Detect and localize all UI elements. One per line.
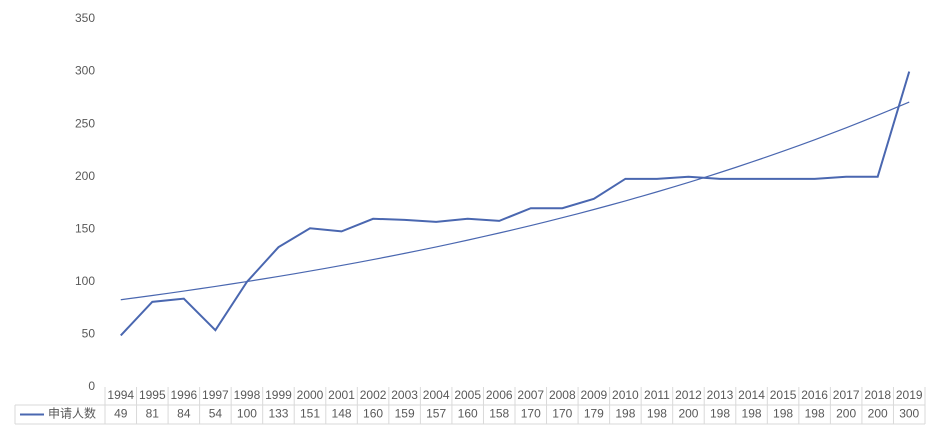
x-tick-label: 2009	[580, 388, 607, 402]
table-value: 198	[805, 407, 825, 421]
table-value: 158	[489, 407, 509, 421]
y-tick-label: 50	[82, 327, 96, 341]
x-tick-label: 2008	[549, 388, 576, 402]
x-tick-label: 2003	[391, 388, 418, 402]
x-tick-label: 2015	[770, 388, 797, 402]
table-value: 200	[868, 407, 888, 421]
table-value: 159	[395, 407, 415, 421]
table-value: 198	[742, 407, 762, 421]
x-tick-label: 2001	[328, 388, 355, 402]
table-value: 133	[268, 407, 288, 421]
x-tick-label: 2007	[517, 388, 544, 402]
table-value: 157	[426, 407, 446, 421]
x-tick-label: 1996	[170, 388, 197, 402]
table-value: 160	[458, 407, 478, 421]
x-tick-label: 1997	[202, 388, 229, 402]
x-tick-label: 2000	[297, 388, 324, 402]
table-value: 81	[146, 407, 160, 421]
y-tick-label: 150	[75, 221, 95, 235]
table-value: 179	[584, 407, 604, 421]
line	[120, 71, 911, 337]
x-tick-label: 2017	[833, 388, 860, 402]
table-value: 198	[615, 407, 635, 421]
trendline	[120, 101, 910, 301]
x-tick-label: 2005	[454, 388, 481, 402]
y-tick-label: 100	[75, 274, 95, 288]
x-tick-label: 2010	[612, 388, 639, 402]
table-value: 170	[552, 407, 572, 421]
y-tick-label: 300	[75, 64, 95, 78]
x-tick-label: 2014	[738, 388, 765, 402]
table-value: 198	[647, 407, 667, 421]
x-tick-label: 1999	[265, 388, 292, 402]
y-tick-label: 200	[75, 169, 95, 183]
x-tick-label: 2016	[801, 388, 828, 402]
x-tick-label: 2012	[675, 388, 702, 402]
x-tick-label: 1998	[234, 388, 261, 402]
x-tick-label: 1994	[107, 388, 134, 402]
table-value: 151	[300, 407, 320, 421]
table-value: 300	[899, 407, 919, 421]
y-tick-label: 0	[88, 379, 95, 393]
y-tick-label: 250	[75, 116, 95, 130]
x-tick-label: 2013	[707, 388, 734, 402]
table-value: 170	[521, 407, 541, 421]
table-value: 54	[209, 407, 223, 421]
x-tick-label: 2019	[896, 388, 923, 402]
table-value: 84	[177, 407, 191, 421]
y-tick-label: 350	[75, 11, 95, 25]
table-value: 148	[332, 407, 352, 421]
table-value: 198	[710, 407, 730, 421]
table-value: 100	[237, 407, 257, 421]
table-value: 160	[363, 407, 383, 421]
x-tick-label: 2006	[486, 388, 513, 402]
table-value: 200	[678, 407, 698, 421]
table-value: 49	[114, 407, 128, 421]
table-value: 198	[773, 407, 793, 421]
legend-label: 申请人数	[48, 406, 96, 421]
x-tick-label: 2018	[864, 388, 891, 402]
x-tick-label: 2011	[644, 388, 670, 402]
x-tick-label: 2002	[360, 388, 387, 402]
x-tick-label: 1995	[139, 388, 166, 402]
x-tick-label: 2004	[423, 388, 450, 402]
table-value: 200	[836, 407, 856, 421]
